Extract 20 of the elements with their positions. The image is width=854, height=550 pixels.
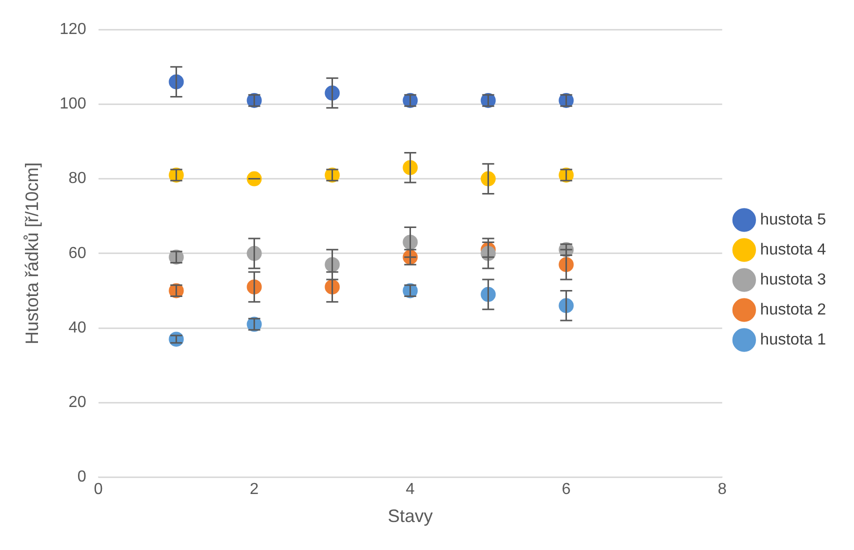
x-axis-title: Stavy	[388, 506, 433, 526]
x-tick-label: 2	[250, 481, 259, 498]
y-tick-label: 0	[77, 468, 86, 486]
y-tick-label: 80	[68, 170, 86, 188]
y-axis-title: Hustota řádků [ř/10cm]	[22, 162, 42, 344]
legend-label: hustota 4	[760, 241, 826, 258]
x-tick-label: 0	[94, 481, 103, 498]
legend-label: hustota 2	[760, 301, 826, 318]
y-tick-label: 40	[68, 319, 86, 336]
legend-label: hustota 3	[760, 271, 826, 288]
legend-label: hustota 5	[760, 211, 826, 228]
legend-label: hustota 1	[760, 331, 826, 348]
y-tick-label: 100	[60, 96, 86, 113]
y-tick-label: 60	[68, 244, 86, 262]
y-tick-label: 20	[68, 394, 86, 412]
x-tick-label: 8	[718, 481, 727, 498]
point	[168, 332, 184, 347]
x-tick-label: 4	[406, 481, 415, 498]
x-tick-label: 6	[562, 481, 571, 498]
y-tick-label: 120	[60, 21, 86, 38]
